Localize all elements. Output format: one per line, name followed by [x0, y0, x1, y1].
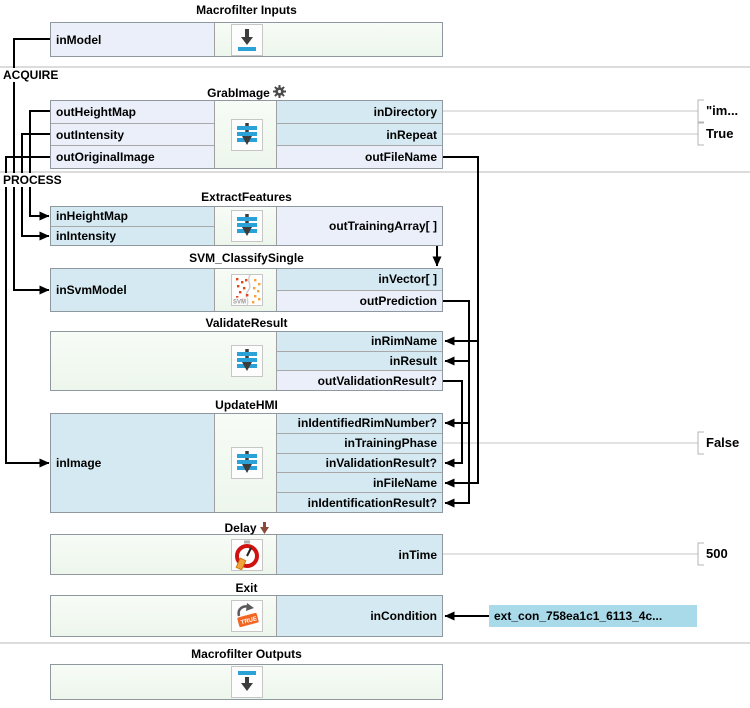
port-inSvmModel[interactable]: inSvmModel: [51, 269, 214, 311]
block-title-extractfeatures: ExtractFeatures: [50, 190, 443, 204]
block-title-svm-classifysingle: SVM_ClassifySingle: [50, 251, 443, 265]
port-inVector[interactable]: inVector[ ]: [277, 269, 442, 290]
block-title-exit: Exit: [50, 581, 443, 595]
value-inCondition-external[interactable]: ext_con_758ea1c1_6113_4c...: [489, 605, 697, 627]
title-text: ExtractFeatures: [201, 190, 292, 204]
port-inModel[interactable]: inModel: [51, 23, 214, 56]
section-separator-process: [0, 171, 750, 173]
title-text: GrabImage: [207, 86, 270, 100]
value-inDirectory[interactable]: "im...: [706, 103, 739, 118]
value-inTrainingPhase[interactable]: False: [706, 435, 740, 450]
port-inValidationResult[interactable]: inValidationResult?: [277, 452, 442, 473]
title-text: SVM_ClassifySingle: [189, 251, 304, 265]
block-delay[interactable]: inTime: [50, 534, 443, 575]
block-svm-classifysingle[interactable]: inSvmModel SV: [50, 268, 443, 312]
block-title-macrofilter-outputs: Macrofilter Outputs: [50, 647, 443, 661]
title-text: ValidateResult: [205, 316, 288, 330]
section-separator-acquire: [0, 66, 750, 68]
block-title-macrofilter-inputs: Macrofilter Inputs: [50, 3, 443, 17]
port-inTime[interactable]: inTime: [277, 535, 442, 574]
title-text: Macrofilter Inputs: [196, 3, 297, 17]
svm-icon: SVM: [231, 274, 263, 306]
macrofilter-icon: [231, 118, 263, 151]
title-text: Delay: [224, 521, 257, 535]
block-title-validateresult: ValidateResult: [50, 316, 443, 330]
step-down-icon[interactable]: [259, 522, 269, 534]
value-bracket: [697, 431, 704, 455]
title-text: Macrofilter Outputs: [191, 647, 302, 661]
title-text: UpdateHMI: [215, 398, 278, 412]
port-inIdentifiedRimNumber[interactable]: inIdentifiedRimNumber?: [277, 414, 442, 433]
block-macrofilter-outputs[interactable]: [50, 664, 443, 700]
svm-icon-label: SVM: [233, 300, 246, 306]
port-outHeightMap[interactable]: outHeightMap: [51, 101, 214, 123]
macrofilter-icon: [231, 210, 263, 242]
port-outOriginalImage[interactable]: outOriginalImage: [51, 145, 214, 169]
block-updatehmi[interactable]: inImage inIdentifiedRimNumber? inTrainin…: [50, 413, 443, 513]
value-inTime[interactable]: 500: [706, 546, 728, 561]
block-title-grabimage: GrabImage: [50, 85, 443, 100]
port-inTrainingPhase[interactable]: inTrainingPhase: [277, 432, 442, 453]
port-outValidationResult[interactable]: outValidationResult?: [277, 370, 442, 391]
value-bracket: [697, 542, 704, 566]
block-grabimage[interactable]: outHeightMap outIntensity outOriginalIma…: [50, 100, 443, 169]
wire-outFileName-to-inFileName[interactable]: [443, 156, 479, 488]
macrofilter-icon: [231, 345, 263, 377]
port-inHeightMap[interactable]: inHeightMap: [51, 207, 214, 226]
block-macrofilter-inputs[interactable]: inModel: [50, 22, 443, 57]
value-bracket: [697, 99, 704, 123]
port-inCondition[interactable]: inCondition: [277, 596, 442, 636]
wire-outOriginalImage-to-inImage[interactable]: [5, 156, 50, 468]
port-outIntensity[interactable]: outIntensity: [51, 122, 214, 146]
port-inIntensity[interactable]: inIntensity: [51, 225, 214, 245]
block-title-delay: Delay: [50, 521, 443, 535]
wire-outPrediction-to-inIdentificationResult[interactable]: [443, 300, 470, 508]
port-outTrainingArray[interactable]: outTrainingArray[ ]: [277, 207, 442, 245]
port-outPrediction[interactable]: outPrediction: [277, 289, 442, 311]
port-inRimName[interactable]: inRimName: [277, 332, 442, 351]
port-inDirectory[interactable]: inDirectory: [277, 101, 442, 123]
macrofilter-input-icon: [231, 23, 263, 56]
title-text: Exit: [235, 581, 258, 595]
port-inImage[interactable]: inImage: [51, 414, 214, 512]
value-inRepeat[interactable]: True: [706, 126, 734, 141]
port-inIdentificationResult[interactable]: inIdentificationResult?: [277, 492, 442, 512]
macrofilter-icon: [231, 447, 263, 479]
macrofilter-output-icon: [231, 666, 263, 698]
gear-icon[interactable]: [272, 85, 286, 98]
port-inRepeat[interactable]: inRepeat: [277, 122, 442, 146]
wire-outValidationResult-to-inValidationResult[interactable]: [443, 380, 463, 468]
block-exit[interactable]: TRUE inCondition: [50, 595, 443, 637]
wire-outHeightMap-to-inHeightMap[interactable]: [29, 110, 50, 221]
section-label-process: PROCESS: [1, 173, 64, 187]
section-label-acquire: ACQUIRE: [1, 68, 61, 82]
block-extractfeatures[interactable]: inHeightMap inIntensity outTrainingArray…: [50, 206, 443, 246]
port-outFileName[interactable]: outFileName: [277, 145, 442, 169]
exit-icon-label: TRUE: [240, 616, 257, 626]
port-inResult[interactable]: inResult: [277, 350, 442, 371]
delay-clock-icon: [231, 538, 263, 571]
block-title-updatehmi: UpdateHMI: [50, 398, 443, 412]
value-bracket: [697, 122, 704, 146]
port-inFileName[interactable]: inFileName: [277, 472, 442, 493]
block-validateresult[interactable]: inRimName inResult outValidationResult?: [50, 331, 443, 391]
section-separator-outputs: [0, 642, 750, 644]
exit-icon: TRUE: [231, 600, 263, 632]
